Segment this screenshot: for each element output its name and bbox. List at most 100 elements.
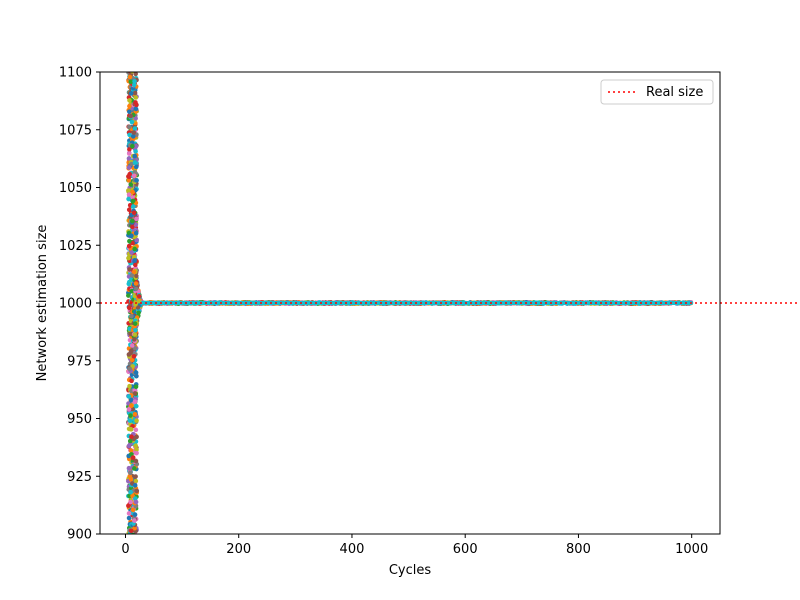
- data-point: [134, 273, 139, 279]
- data-point: [128, 91, 134, 96]
- data-point: [133, 106, 139, 112]
- data-point: [136, 294, 142, 299]
- data-point: [126, 293, 131, 298]
- data-point: [130, 195, 135, 200]
- y-tick-label: 950: [67, 412, 92, 427]
- data-point: [127, 171, 133, 177]
- data-points: [126, 72, 694, 534]
- data-point: [134, 418, 139, 423]
- data-point: [126, 511, 132, 516]
- data-point: [126, 188, 131, 193]
- data-point: [130, 134, 136, 139]
- data-point: [131, 82, 137, 88]
- data-point: [133, 384, 139, 390]
- y-tick-label: 925: [67, 470, 92, 485]
- data-point: [133, 499, 139, 505]
- data-point: [128, 528, 134, 534]
- data-point: [128, 499, 133, 505]
- y-tick-label: 1050: [59, 181, 92, 196]
- data-point: [132, 246, 138, 252]
- data-point: [130, 406, 136, 412]
- x-tick-label: 1000: [675, 542, 708, 557]
- data-point: [132, 90, 138, 96]
- data-point: [130, 507, 136, 513]
- data-point: [132, 412, 138, 417]
- data-point: [127, 267, 132, 272]
- x-tick-label: 600: [453, 542, 478, 557]
- data-point: [126, 255, 131, 261]
- data-point: [133, 478, 139, 484]
- data-point: [127, 98, 132, 103]
- data-point: [126, 156, 132, 161]
- data-point: [132, 170, 138, 175]
- data-point: [132, 466, 137, 471]
- data-point: [133, 474, 138, 479]
- legend-label: Real size: [646, 85, 703, 100]
- data-point: [127, 238, 132, 244]
- data-point: [126, 151, 132, 156]
- data-point: [133, 222, 139, 227]
- data-point: [127, 109, 132, 114]
- data-point: [128, 348, 134, 354]
- data-point: [130, 218, 135, 224]
- data-point: [134, 450, 139, 456]
- data-point: [126, 515, 132, 521]
- data-point: [130, 143, 135, 149]
- data-point: [129, 313, 134, 319]
- data-point: [128, 277, 134, 282]
- data-point: [136, 310, 141, 315]
- data-point: [134, 237, 140, 243]
- data-point: [126, 394, 132, 399]
- data-point: [132, 483, 138, 488]
- data-point: [132, 160, 138, 165]
- data-point: [131, 130, 137, 135]
- data-point: [129, 288, 135, 294]
- data-point: [132, 79, 137, 84]
- data-point: [132, 126, 138, 131]
- data-point: [129, 250, 134, 255]
- data-point: [133, 496, 138, 501]
- legend: Real size: [600, 79, 714, 105]
- data-point: [133, 262, 138, 268]
- data-point: [133, 286, 139, 291]
- data-point: [128, 397, 134, 403]
- data-point: [131, 254, 137, 260]
- data-point: [131, 173, 137, 179]
- data-point: [129, 434, 134, 439]
- data-point: [133, 72, 138, 77]
- data-point: [127, 366, 132, 372]
- y-tick-label: 1075: [59, 123, 92, 138]
- data-point: [129, 378, 134, 384]
- data-point: [129, 233, 134, 239]
- data-point: [127, 103, 132, 109]
- data-point: [126, 443, 132, 449]
- legend-box: [600, 79, 714, 105]
- x-tick-label: 800: [566, 542, 591, 557]
- data-point: [130, 224, 135, 230]
- y-tick-label: 1100: [59, 66, 92, 81]
- data-point: [128, 448, 134, 453]
- data-point: [127, 383, 132, 389]
- data-point: [134, 102, 139, 108]
- data-point: [127, 132, 132, 138]
- data-point: [126, 207, 132, 213]
- data-point: [128, 477, 134, 482]
- data-point: [133, 443, 138, 448]
- data-point: [132, 259, 137, 264]
- data-point: [128, 403, 134, 409]
- data-point: [126, 177, 132, 183]
- data-point: [128, 182, 134, 187]
- data-point: [132, 525, 137, 531]
- data-point: [129, 273, 135, 278]
- data-point: [129, 119, 135, 125]
- x-tick-label: 0: [121, 542, 129, 557]
- data-point: [134, 488, 140, 494]
- data-point: [126, 305, 132, 311]
- data-point: [131, 210, 137, 216]
- y-tick-label: 975: [67, 354, 92, 369]
- data-point: [130, 204, 136, 209]
- y-axis-label: Network estimation size: [35, 225, 50, 382]
- data-point: [133, 327, 138, 333]
- data-point: [126, 503, 131, 508]
